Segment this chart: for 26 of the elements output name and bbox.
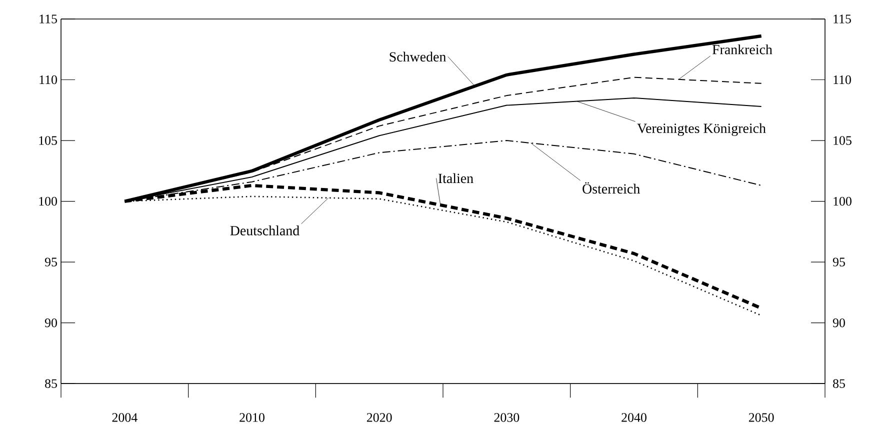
y2-tick-label: 85 (833, 379, 845, 388)
y2-tick-label: 105 (834, 136, 852, 145)
y-tick-label: 100 (39, 196, 57, 206)
x-tick-label: 2020 (366, 413, 392, 422)
y-tick-label: 110 (40, 75, 57, 84)
x-tick-label: 2010 (240, 413, 264, 422)
y2-tick-label: 115 (834, 14, 851, 24)
y-tick-label: 95 (44, 258, 57, 266)
y2-tick-label: 90 (832, 318, 845, 328)
x-tick-label: 2040 (622, 413, 646, 422)
text: Schweden (390, 52, 446, 62)
x-tick-label: 2050 (748, 413, 774, 422)
y-tick-label: 105 (39, 136, 57, 145)
x-tick-label: 2030 (494, 413, 520, 422)
y-tick-label: 90 (44, 318, 57, 328)
y2-tick-label: 100 (834, 196, 852, 206)
y-tick-label: 115 (40, 14, 57, 24)
text: Deutschland (230, 226, 300, 236)
series-label: Österreich (582, 182, 640, 194)
series-label: Vereinigtes Königreich (637, 123, 766, 136)
x-tick-label: 2004 (112, 413, 138, 422)
y2-tick-label: 95 (832, 258, 845, 266)
y-tick-label: 85 (45, 379, 57, 388)
series-label: Italien (438, 173, 474, 184)
y2-tick-label: 110 (834, 75, 851, 84)
series-label: Frankreich (712, 44, 772, 54)
